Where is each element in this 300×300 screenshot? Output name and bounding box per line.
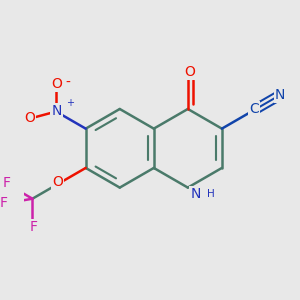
Text: C: C [250,102,259,116]
Text: F: F [3,176,11,190]
Text: O: O [24,111,35,125]
Text: +: + [66,98,74,108]
Text: F: F [29,220,38,234]
Text: O: O [51,77,62,91]
Text: O: O [184,65,195,79]
Text: O: O [52,175,63,189]
Text: N: N [190,187,200,201]
Text: H: H [207,189,215,199]
Text: N: N [274,88,285,102]
Text: F: F [0,196,8,210]
Text: N: N [52,104,62,118]
Text: -: - [66,76,70,89]
